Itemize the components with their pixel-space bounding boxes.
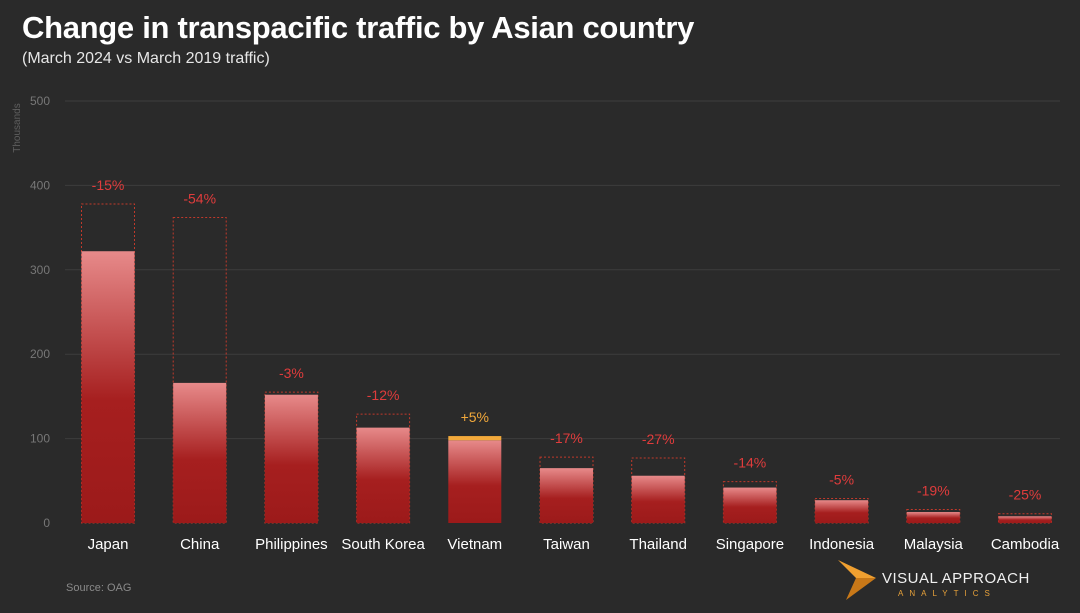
logo-subtitle: ANALYTICS — [898, 589, 996, 598]
change-label: -25% — [1009, 487, 1042, 503]
bar-growth-segment — [448, 436, 502, 441]
x-category-label: China — [180, 536, 220, 553]
x-category-label: Malaysia — [904, 536, 964, 553]
bar-2024 — [723, 487, 777, 523]
bar-2024 — [998, 516, 1052, 523]
bar-2024 — [540, 468, 593, 523]
brand-logo: VISUAL APPROACH ANALYTICS — [836, 556, 1076, 606]
bar-2024 — [631, 475, 685, 523]
x-category-label: Thailand — [629, 536, 687, 553]
chart-subtitle: (March 2024 vs March 2019 traffic) — [22, 50, 270, 67]
chart-title: Change in transpacific traffic by Asian … — [22, 10, 695, 45]
bar-2024 — [448, 440, 502, 523]
bar-2024 — [906, 512, 960, 523]
change-label: -17% — [550, 430, 583, 446]
y-tick-label: 200 — [30, 347, 50, 361]
x-category-label: Philippines — [255, 536, 328, 553]
bar-2024 — [264, 394, 318, 523]
change-label: -27% — [642, 431, 675, 447]
x-category-label: Japan — [88, 536, 129, 553]
bar-2024 — [173, 382, 227, 523]
bar-2024 — [356, 427, 410, 523]
change-label: -3% — [279, 365, 304, 381]
change-label: +5% — [461, 409, 489, 425]
x-category-label: South Korea — [341, 536, 425, 553]
change-label: -19% — [917, 482, 950, 498]
bar-2024 — [81, 251, 135, 523]
change-label: -14% — [734, 455, 767, 471]
logo-name: VISUAL APPROACH — [882, 570, 1030, 587]
x-category-label: Cambodia — [991, 536, 1060, 553]
change-label: -12% — [367, 387, 400, 403]
change-label: -54% — [183, 190, 216, 206]
logo-arrow-icon — [838, 560, 876, 600]
x-category-label: Indonesia — [809, 536, 875, 553]
x-category-label: Singapore — [716, 536, 784, 553]
change-label: -5% — [829, 472, 854, 488]
y-tick-label: 300 — [30, 263, 50, 277]
x-category-label: Taiwan — [543, 536, 590, 553]
y-tick-label: 500 — [30, 94, 50, 108]
x-category-label: Vietnam — [447, 536, 502, 553]
source-note: Source: OAG — [66, 582, 132, 594]
y-tick-label: 0 — [43, 516, 50, 530]
y-tick-label: 400 — [30, 178, 50, 192]
y-axis-label: Thousands — [12, 103, 23, 152]
change-label: -15% — [92, 177, 125, 193]
y-tick-label: 100 — [30, 432, 50, 446]
bar-2024 — [815, 500, 869, 523]
